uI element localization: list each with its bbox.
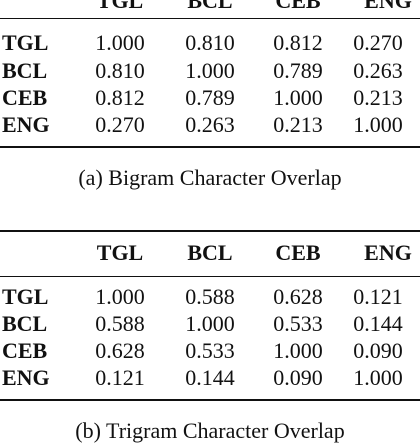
- row-label: CEB: [2, 85, 48, 110]
- row-label: BCL: [2, 311, 48, 336]
- table-cell: 0.812: [273, 30, 323, 55]
- table-cell: 0.789: [185, 85, 235, 110]
- table-cell: 0.090: [353, 338, 403, 363]
- table-cell: 1.000: [185, 58, 235, 83]
- column-header: BCL: [187, 0, 233, 13]
- table-cell: 0.270: [95, 112, 145, 137]
- table-cell: 0.121: [353, 284, 403, 309]
- table-cell: 1.000: [185, 311, 235, 336]
- table-cell: 0.588: [185, 284, 235, 309]
- table-cell: 1.000: [95, 30, 145, 55]
- table-cell: 0.533: [185, 338, 235, 363]
- table-cell: 0.789: [273, 58, 323, 83]
- column-header: BCL: [187, 240, 233, 265]
- table-cell: 0.090: [273, 365, 323, 390]
- column-header: ENG: [364, 0, 412, 13]
- row-label: TGL: [2, 30, 49, 55]
- bottom-rule: [0, 399, 420, 401]
- trigram-table: TGL BCL CEB ENG TGL 1.000 0.588 0.628 0.…: [0, 228, 420, 418]
- column-header: TGL: [96, 240, 144, 265]
- header-rule: [0, 18, 420, 19]
- table-cell: 0.144: [353, 311, 403, 336]
- table-cell: 0.628: [95, 338, 145, 363]
- row-label: TGL: [2, 284, 49, 309]
- row-label: BCL: [2, 58, 48, 83]
- table-cell: 0.812: [95, 85, 145, 110]
- row-label: ENG: [2, 112, 50, 137]
- table-cell: 1.000: [353, 112, 403, 137]
- table-cell: 0.263: [185, 112, 235, 137]
- table-cell: 0.263: [353, 58, 403, 83]
- table-caption: (a) Bigram Character Overlap: [78, 165, 342, 190]
- row-label: CEB: [2, 338, 48, 363]
- table-cell: 1.000: [273, 338, 323, 363]
- table-cell: 0.533: [273, 311, 323, 336]
- column-header: TGL: [96, 0, 144, 13]
- top-rule: [0, 230, 420, 232]
- table-cell: 0.588: [95, 311, 145, 336]
- table-caption: (b) Trigram Character Overlap: [75, 418, 345, 443]
- bigram-table: TGL BCL CEB ENG TGL 1.000 0.810 0.812 0.…: [0, 0, 420, 200]
- column-header: CEB: [275, 240, 321, 265]
- row-label: ENG: [2, 365, 50, 390]
- column-header: CEB: [275, 0, 321, 13]
- table-cell: 0.810: [95, 58, 145, 83]
- table-cell: 0.213: [353, 85, 403, 110]
- table-cell: 1.000: [353, 365, 403, 390]
- header-rule: [0, 276, 420, 277]
- table-cell: 0.270: [353, 30, 403, 55]
- table-cell: 1.000: [95, 284, 145, 309]
- table-cell: 0.213: [273, 112, 323, 137]
- column-header: ENG: [364, 240, 412, 265]
- table-cell: 1.000: [273, 85, 323, 110]
- table-cell: 0.121: [95, 365, 145, 390]
- table-cell: 0.144: [185, 365, 235, 390]
- table-cell: 0.628: [273, 284, 323, 309]
- table-cell: 0.810: [185, 30, 235, 55]
- bottom-rule: [0, 146, 420, 148]
